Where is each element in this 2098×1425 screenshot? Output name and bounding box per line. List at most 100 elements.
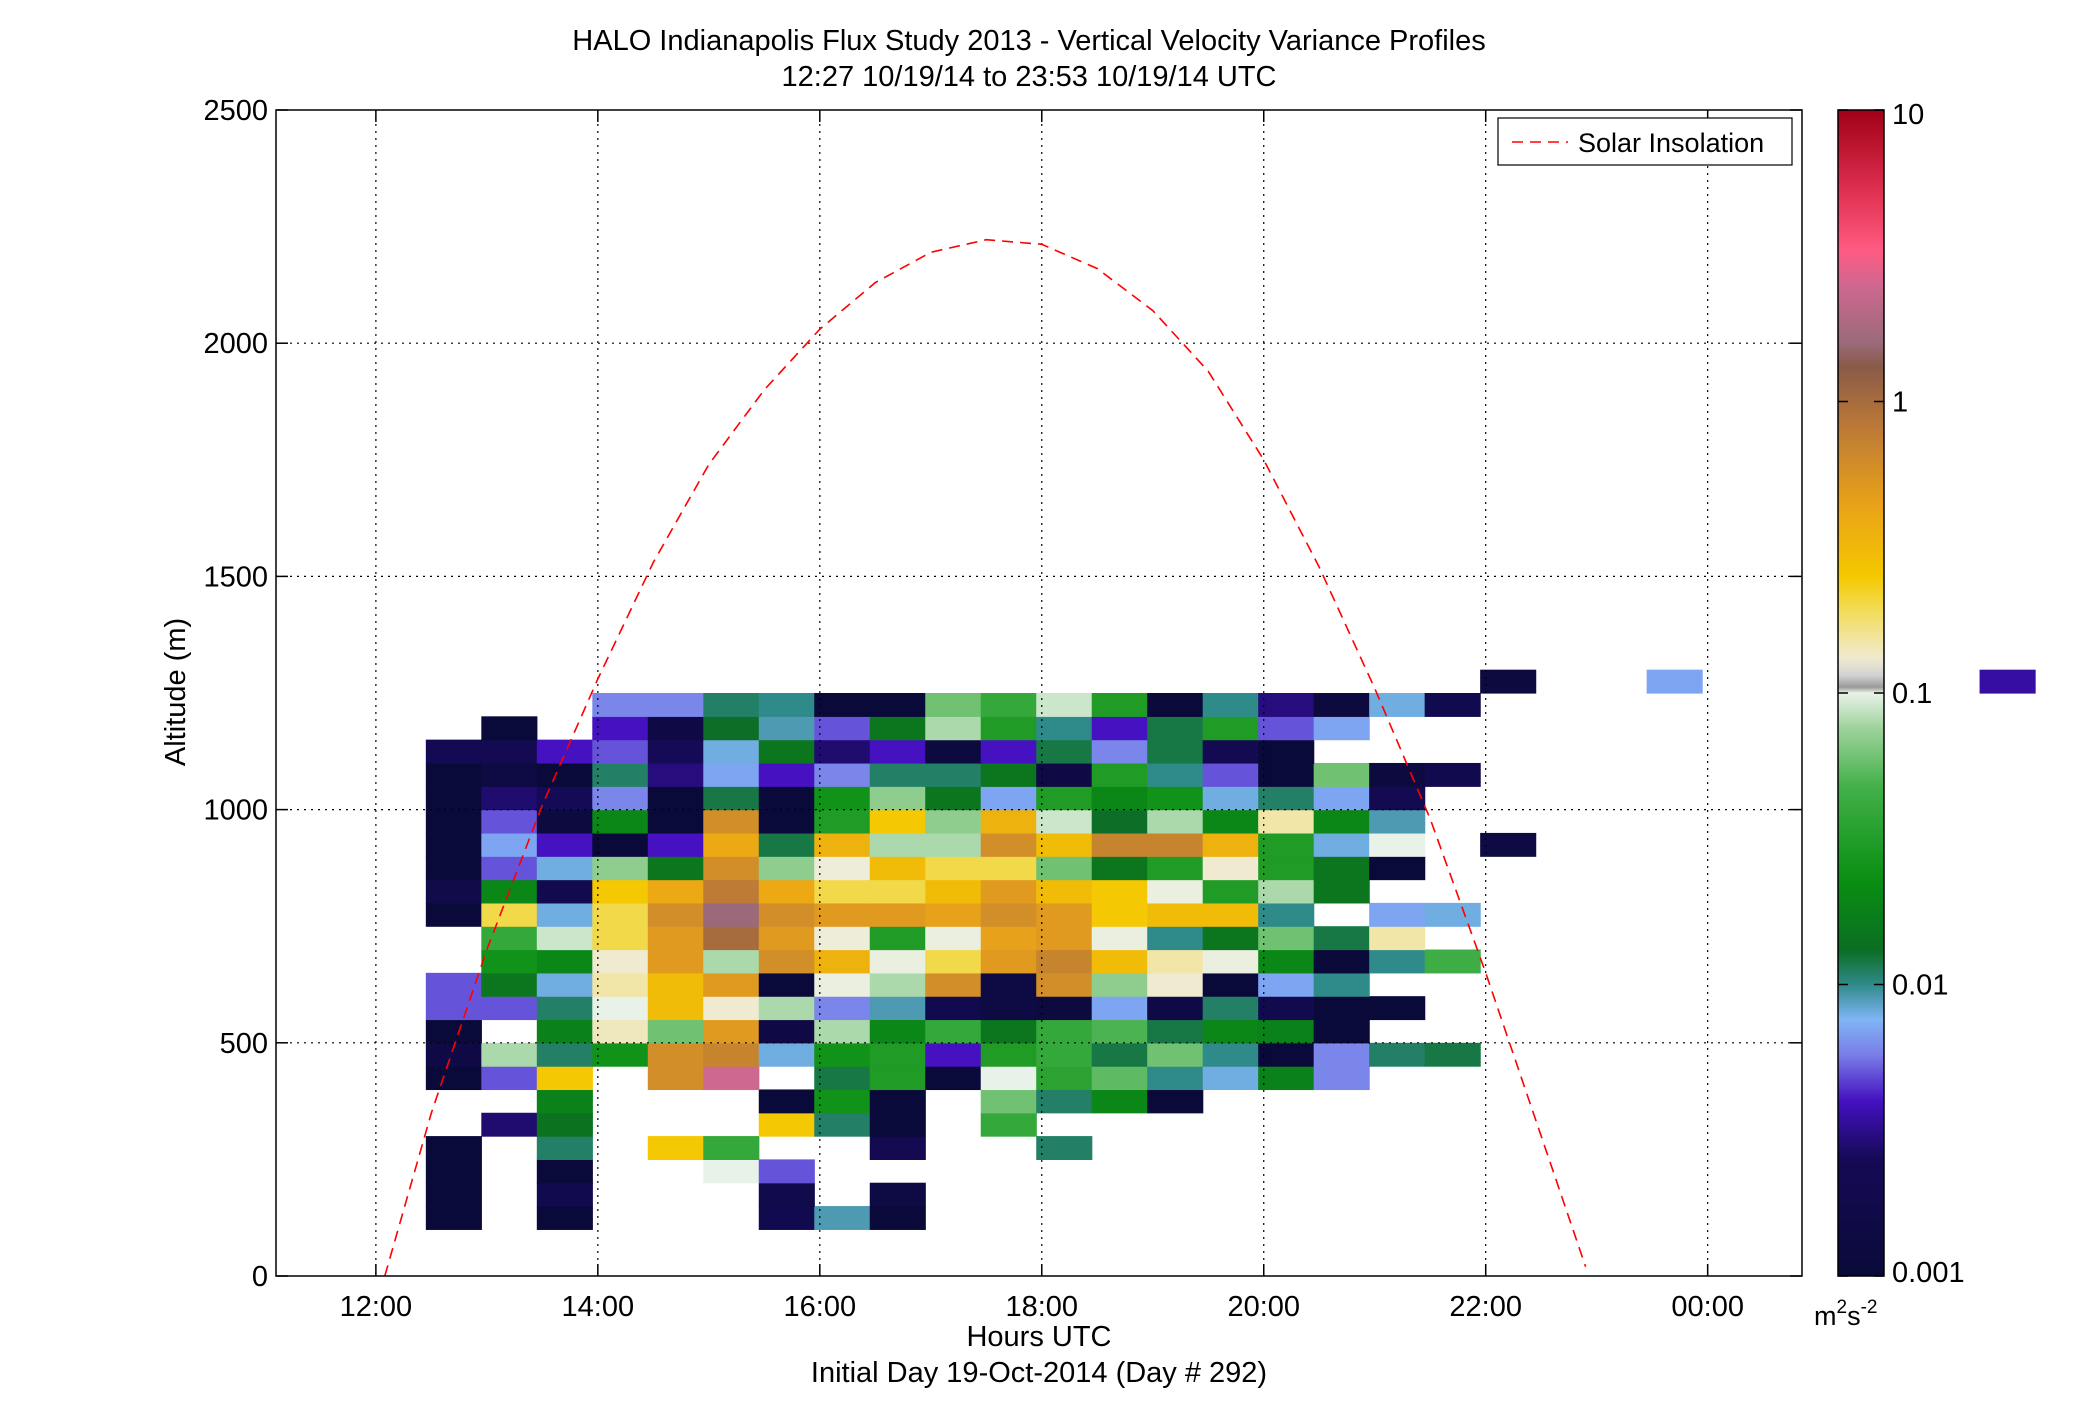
heatmap-cell [1258,926,1315,951]
heatmap-cell [1202,996,1259,1021]
heatmap-cell [758,1089,815,1114]
heatmap-cell [592,1042,649,1067]
heatmap-cell [980,879,1037,904]
x-tick-label: 12:00 [340,1291,413,1323]
colorbar-tick-label: 0.001 [1892,1257,1965,1289]
heatmap-cell [647,832,704,857]
heatmap-cell [758,809,815,834]
heatmap-cell [703,739,760,764]
heatmap-cell [758,739,815,764]
heatmap-cell [1091,1066,1148,1091]
heatmap-cell [814,693,871,717]
heatmap-cell [814,972,871,997]
heatmap-cell [980,832,1037,857]
chart-subtitle: 12:27 10/19/14 to 23:53 10/19/14 UTC [782,61,1277,93]
heatmap-cell [1424,693,1481,717]
heatmap-cell [536,1066,593,1091]
heatmap-cell [869,926,926,951]
heatmap-cell [425,856,482,881]
heatmap-cell [1258,996,1315,1021]
heatmap-cell [980,716,1037,741]
heatmap-cell [1313,856,1370,881]
heatmap-cell [1313,972,1370,997]
heatmap-cell [425,879,482,904]
heatmap-cell [536,1042,593,1067]
heatmap-cell [1369,949,1426,974]
heatmap-cell [647,739,704,764]
heatmap-cell [1147,809,1204,834]
heatmap-cell [1202,926,1259,951]
heatmap-cell [1091,949,1148,974]
heatmap-cell [481,716,538,741]
heatmap-cell [869,1112,926,1137]
heatmap-cell [592,972,649,997]
heatmap-cell [869,1089,926,1114]
heatmap-cell [536,762,593,787]
heatmap-cell [703,949,760,974]
heatmap-cell [481,786,538,811]
heatmap-cell [1036,832,1093,857]
heatmap-cell [1036,972,1093,997]
heatmap-cell [1147,1089,1204,1114]
heatmap-cell [1258,1042,1315,1067]
heatmap-cell [425,1066,482,1091]
heatmap-cell [925,809,982,834]
heatmap-cell [1313,762,1370,787]
heatmap-cell [814,739,871,764]
series-line-solar-insolation [384,238,1587,1277]
y-axis-label: Altitude (m) [160,618,192,766]
heatmap-cell [536,879,593,904]
heatmap-cell [814,996,871,1021]
heatmap-cell [1091,1042,1148,1067]
heatmap-cell [980,786,1037,811]
heatmap-cell [1258,809,1315,834]
chart-title-group: HALO Indianapolis Flux Study 2013 - Vert… [572,25,1485,93]
heatmap-cell [703,1019,760,1044]
heatmap-cell [980,1066,1037,1091]
heatmap-cell [536,949,593,974]
heatmap-cell [1147,902,1204,927]
heatmap-cell [647,762,704,787]
heatmap-cell [758,1042,815,1067]
heatmap-cell [481,972,538,997]
heatmap-cell [1258,739,1315,764]
heatmap-cell [925,1066,982,1091]
heatmap-cell [1202,1066,1259,1091]
heatmap-cell [1091,856,1148,881]
heatmap-cell [869,832,926,857]
heatmap-cell [425,972,482,997]
heatmap-cell [1036,1136,1093,1160]
heatmap-cell [425,1136,482,1160]
heatmap-cell [758,996,815,1021]
heatmap-cell [925,832,982,857]
heatmap-cell [1313,1042,1370,1067]
heatmap-cell [1202,972,1259,997]
heatmap-cell [869,1042,926,1067]
grid-layer [276,110,1802,1276]
heatmap-cell [814,809,871,834]
heatmap-cell [1313,809,1370,834]
heatmap-cell [814,1112,871,1137]
heatmap-cell [758,856,815,881]
y-tick-label: 0 [252,1261,268,1293]
heatmap-cell [1313,716,1370,741]
heatmap-cell [1147,716,1204,741]
heatmap-cell [1036,809,1093,834]
heatmap-cell [1147,786,1204,811]
heatmap-cell [1202,762,1259,787]
heatmap-cell [1036,1066,1093,1091]
heatmap-cell [647,902,704,927]
heatmap-cell [1036,1042,1093,1067]
heatmap-cell [425,739,482,764]
colorbar-ticks: 0.001 0.01 0.1 1 10 [1838,99,1965,1289]
heatmap-cell [536,1182,593,1207]
heatmap-cell [647,879,704,904]
heatmap-cell [1147,1042,1204,1067]
legend-box [1497,117,1793,166]
heatmap-cell [814,1089,871,1114]
heatmap-cell [758,693,815,717]
heatmap-cell [425,1159,482,1184]
heatmap-cell [925,949,982,974]
heatmap-cell [869,996,926,1021]
colorbar-units-base: m [1814,1301,1837,1331]
